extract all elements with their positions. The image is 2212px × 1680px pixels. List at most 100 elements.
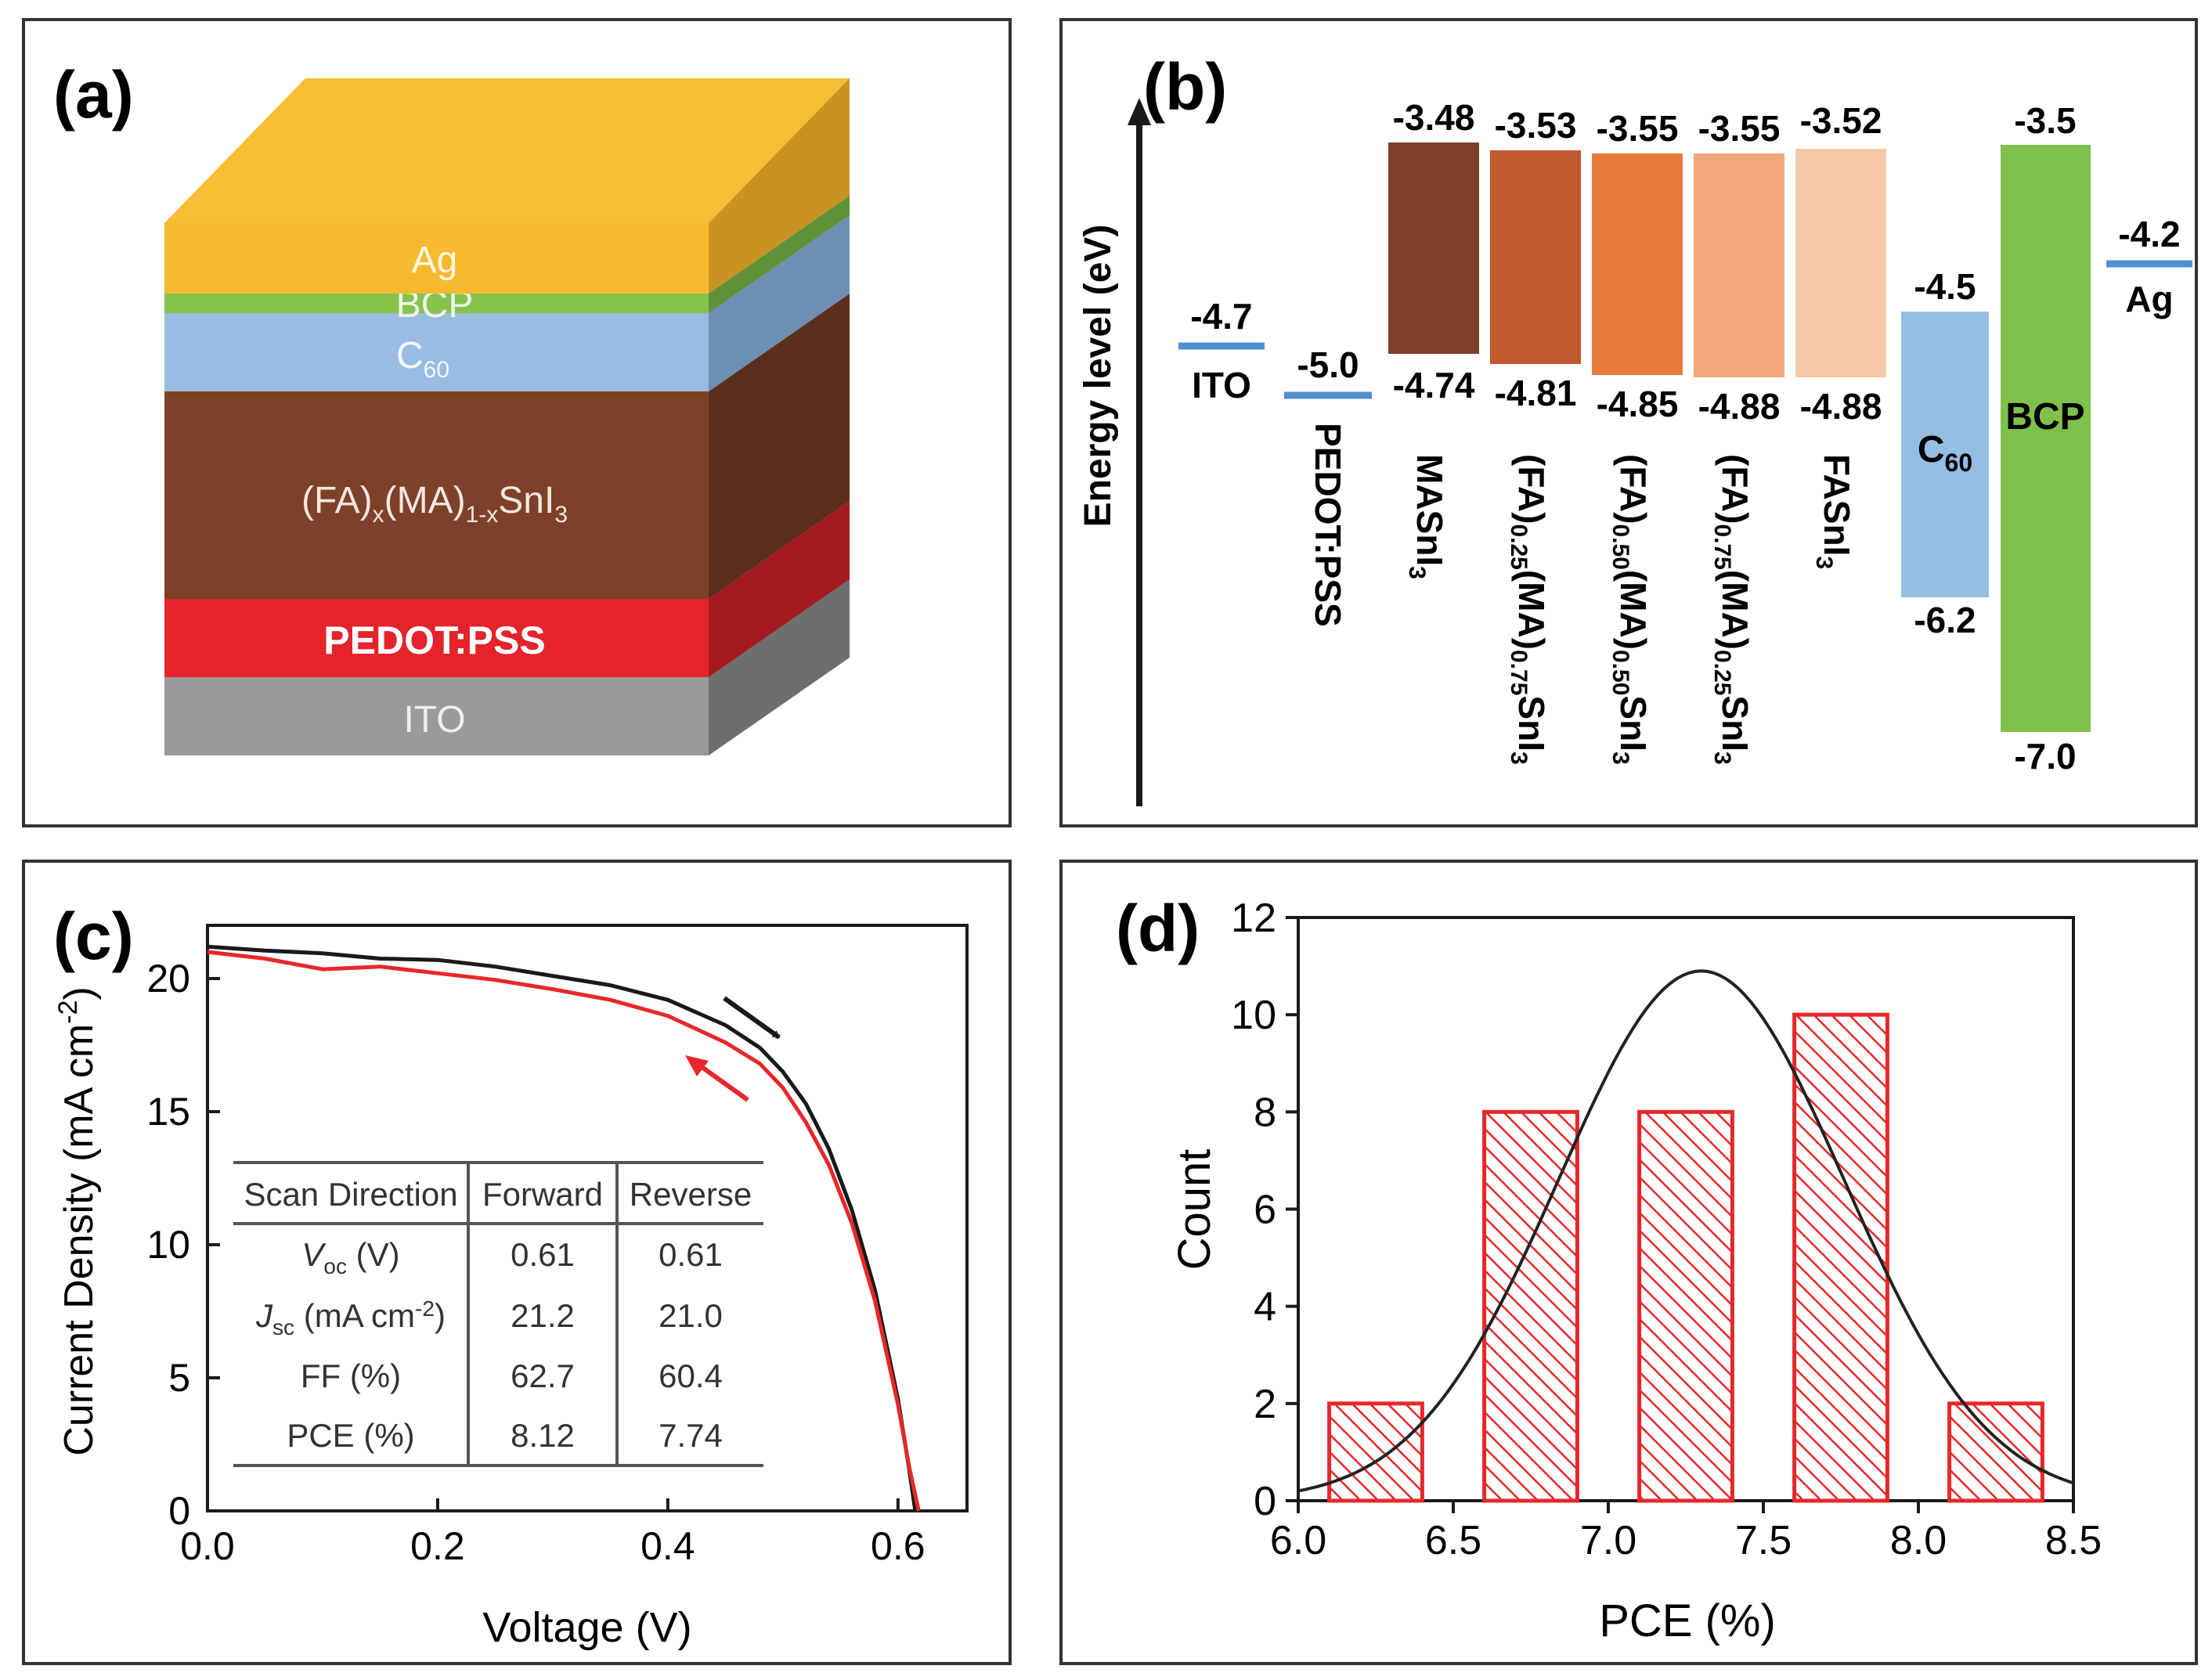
jv-ytick-label: 15 bbox=[146, 1090, 190, 1134]
hist-ylabel: Count bbox=[1169, 1149, 1220, 1271]
table-voc-reverse: 0.61 bbox=[659, 1236, 723, 1273]
reverse-scan-arrowhead bbox=[685, 1055, 709, 1076]
jv-ytick-label: 10 bbox=[146, 1223, 190, 1267]
layer-ito: ITO bbox=[164, 579, 850, 755]
name-fa050: (FA)0.50(MA)0.50SnI3 bbox=[1608, 454, 1654, 765]
name-fa025: (FA)0.25(MA)0.75SnI3 bbox=[1506, 454, 1552, 765]
name-masni3: MASnI3 bbox=[1404, 454, 1450, 579]
layer-ag: Ag bbox=[164, 78, 850, 294]
bottom-fasni3: -4.88 bbox=[1800, 386, 1882, 427]
panel-c-label: (c) bbox=[53, 899, 134, 973]
table-jsc-reverse: 21.0 bbox=[659, 1297, 723, 1334]
level-name-ag: Ag bbox=[2125, 279, 2173, 319]
layer-label-perovskite: (FA)x(MA)1-xSnI3 bbox=[301, 480, 568, 528]
bottom-fa050: -4.85 bbox=[1597, 384, 1679, 424]
jv-chart: 0.0 0.2 0.4 0.6 0 5 10 15 20 Voltage (V) Current… bbox=[53, 924, 969, 1651]
hist-bar bbox=[1792, 1012, 1889, 1503]
hist-xtick-label: 6.5 bbox=[1425, 1518, 1481, 1563]
top-c60: -4.5 bbox=[1914, 266, 1976, 307]
level-value-pedot: -5.0 bbox=[1297, 344, 1359, 385]
jv-series-reverse bbox=[207, 950, 921, 1512]
jv-xtick-label: 0.0 bbox=[180, 1524, 235, 1568]
hist-xtick-label: 7.0 bbox=[1580, 1518, 1636, 1563]
jv-xtick-label: 0.2 bbox=[410, 1524, 465, 1568]
band-fa075 bbox=[1694, 153, 1784, 377]
table-ff-forward: 62.7 bbox=[511, 1357, 575, 1394]
jv-lines bbox=[207, 944, 921, 1512]
jv-ylabel: Current Density (mA cm-2) bbox=[53, 986, 102, 1455]
panel-d-label: (d) bbox=[1116, 892, 1200, 965]
forward-scan-arrow bbox=[723, 996, 781, 1040]
hist-ytick-label: 6 bbox=[1254, 1188, 1276, 1233]
panel-c-frame bbox=[22, 860, 1012, 1665]
energy-axis-arrowhead bbox=[1128, 98, 1151, 125]
name-fa075: (FA)0.75(MA)0.25SnI3 bbox=[1709, 454, 1756, 765]
hist-ytick-label: 2 bbox=[1254, 1382, 1276, 1427]
gaussian-fit-curve bbox=[1297, 969, 2074, 1493]
band-fa025 bbox=[1490, 150, 1581, 364]
hist-ytick-label: 4 bbox=[1254, 1285, 1276, 1330]
name-bcp: BCP bbox=[2005, 396, 2084, 438]
jv-table: Scan Direction Forward Reverse Voc (V) J… bbox=[233, 1161, 763, 1467]
jv-xlabel: Voltage (V) bbox=[482, 1604, 691, 1651]
hist-bar bbox=[1327, 1401, 1424, 1503]
table-param-pce: PCE (%) bbox=[287, 1417, 414, 1454]
jv-plot-frame bbox=[206, 924, 969, 1512]
panel-d-frame bbox=[1059, 860, 2198, 1665]
panel-a-frame bbox=[22, 18, 1012, 827]
bottom-fa075: -4.88 bbox=[1698, 386, 1781, 427]
hist-bar bbox=[1947, 1401, 2044, 1503]
name-fasni3: FASnI3 bbox=[1811, 454, 1857, 569]
panel-b-frame bbox=[1059, 18, 2198, 827]
table-param-voc: Voc (V) bbox=[301, 1236, 399, 1278]
top-fa050: -3.55 bbox=[1597, 108, 1679, 149]
layer-perovskite: (FA)x(MA)1-xSnI3 bbox=[164, 294, 850, 599]
layer-label-ag: Ag bbox=[412, 240, 458, 281]
jv-xtick-label: 0.4 bbox=[641, 1524, 695, 1568]
hist-xtick-label: 8.0 bbox=[1890, 1518, 1947, 1563]
table-jsc-forward: 21.2 bbox=[511, 1297, 575, 1334]
band-c60 bbox=[1901, 312, 1989, 597]
hist-ytick-label: 10 bbox=[1231, 993, 1276, 1038]
bottom-masni3: -4.74 bbox=[1393, 365, 1475, 406]
energy-diagram: Energy level (eV) -4.7 ITO -5.0 PEDOT:PS… bbox=[1077, 97, 2192, 806]
top-fa025: -3.53 bbox=[1495, 105, 1577, 146]
hist-xtick-label: 6.0 bbox=[1270, 1518, 1326, 1563]
level-name-pedot: PEDOT:PSS bbox=[1308, 423, 1348, 627]
band-fasni3 bbox=[1795, 149, 1886, 377]
panel-a-label: (a) bbox=[53, 58, 134, 132]
table-header-reverse: Reverse bbox=[630, 1176, 752, 1213]
jv-ytick-label: 0 bbox=[168, 1489, 190, 1533]
layer-label-ito: ITO bbox=[403, 699, 465, 741]
hist-bars bbox=[1327, 1012, 2044, 1503]
band-bcp bbox=[2001, 145, 2091, 732]
hist-fit bbox=[1297, 969, 2074, 1493]
panel-b-label: (b) bbox=[1143, 50, 1227, 124]
bottom-bcp: -7.0 bbox=[2014, 736, 2076, 777]
bottom-c60: -6.2 bbox=[1914, 600, 1976, 640]
table-header-forward: Forward bbox=[482, 1176, 603, 1213]
table-voc-forward: 0.61 bbox=[511, 1236, 575, 1273]
bottom-fa025: -4.81 bbox=[1495, 373, 1577, 413]
hist-bar bbox=[1637, 1109, 1734, 1503]
layer-c60: C60 bbox=[164, 215, 850, 391]
hist-xtick-label: 7.5 bbox=[1735, 1518, 1792, 1563]
band-fa050 bbox=[1592, 153, 1683, 375]
histogram-chart: 6.0 6.5 7.0 7.5 8.0 8.5 0 2 4 6 8 10 12 PCE (%) Coun… bbox=[1169, 896, 2102, 1646]
hist-xlabel: PCE (%) bbox=[1599, 1595, 1776, 1646]
jv-ticks: 0.0 0.2 0.4 0.6 0 5 10 15 20 bbox=[146, 957, 925, 1568]
table-param-ff: FF (%) bbox=[301, 1357, 401, 1394]
top-bcp: -3.5 bbox=[2014, 100, 2076, 141]
band-masni3 bbox=[1388, 142, 1479, 354]
layer-label-pedot: PEDOT:PSS bbox=[323, 618, 545, 662]
top-masni3: -3.48 bbox=[1393, 97, 1475, 138]
table-ff-reverse: 60.4 bbox=[659, 1357, 723, 1394]
jv-ytick-label: 5 bbox=[168, 1356, 190, 1400]
layer-pedot: PEDOT:PSS bbox=[164, 501, 850, 677]
level-value-ito: -4.7 bbox=[1190, 296, 1252, 337]
jv-xtick-label: 0.6 bbox=[871, 1524, 926, 1568]
hist-ticks: 6.0 6.5 7.0 7.5 8.0 8.5 0 2 4 6 8 10 12 bbox=[1231, 896, 2102, 1563]
energy-axis-label: Energy level (eV) bbox=[1077, 225, 1119, 528]
hist-ytick-label: 8 bbox=[1254, 1090, 1276, 1135]
level-name-ito: ITO bbox=[1192, 365, 1251, 406]
